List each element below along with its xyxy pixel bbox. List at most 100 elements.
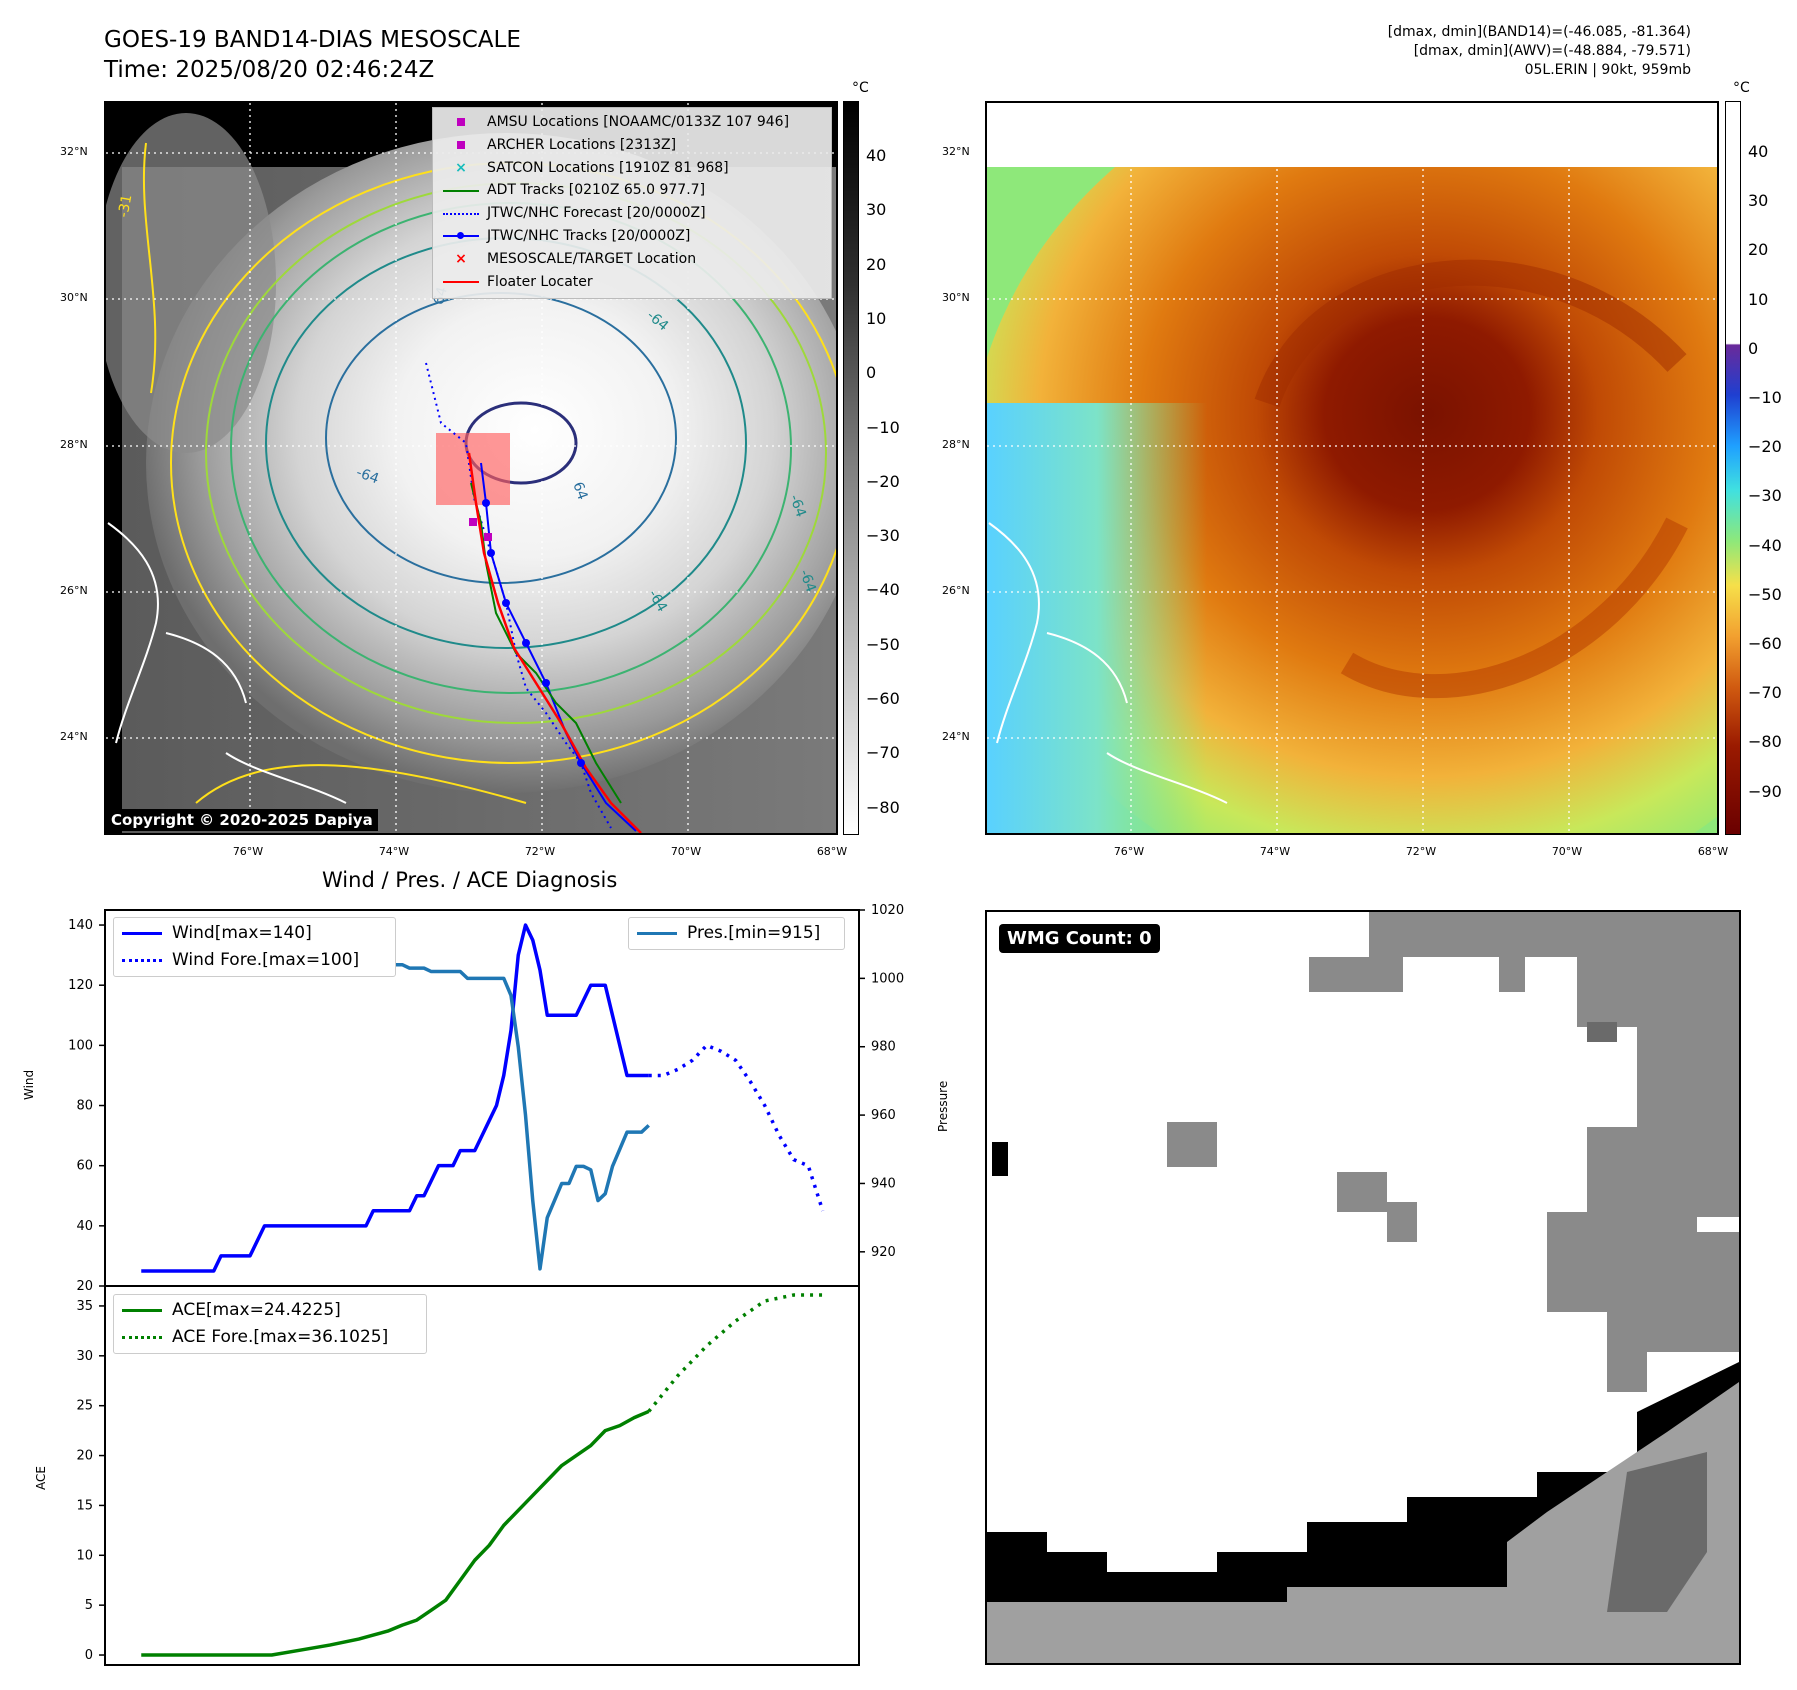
colorbar-tick-label: 0 [1748, 338, 1759, 358]
legend-item-mesoscale: × MESOSCALE/TARGET Location [455, 250, 697, 267]
lon-label: 76°W [232, 845, 264, 858]
legend-item-tracks: JTWC/NHC Tracks [20/0000Z] [441, 225, 823, 248]
info-band14: [dmax, dmin](BAND14)=(-46.085, -81.364) [1387, 24, 1691, 40]
pressure-axis-label: Pressure [936, 1080, 950, 1132]
legend-wind: Wind[max=140] [122, 920, 387, 947]
lon-label: 70°W [670, 845, 702, 858]
colorbar-tick-label: −80 [866, 797, 900, 817]
colorbar-tick-label: −60 [1748, 634, 1782, 653]
legend-item-archer: ARCHER Locations [2313Z] [441, 134, 823, 157]
ace-ytick-label: 25 [76, 1399, 93, 1414]
legend-ace: ACE[max=24.4225] [122, 1297, 418, 1324]
colorbar-tick-label: 20 [866, 254, 887, 274]
wind-axis-label: Wind [22, 1069, 36, 1100]
series-line-1 [648, 1043, 825, 1212]
info-storm: 05L.ERIN | 90kt, 959mb [1524, 62, 1691, 78]
colorbar-tick-label: 40 [1748, 142, 1769, 161]
colorbar-tick-label: −40 [1748, 535, 1782, 555]
colorbar-tick-label: 20 [1748, 240, 1769, 260]
colorbar-tick-label: −70 [866, 743, 900, 763]
awv-colorbar [1725, 101, 1741, 835]
legend-wind-forecast: Wind Fore.[max=100] [122, 947, 387, 974]
colorbar-tick-label: −50 [866, 634, 900, 654]
legend-item-adt: ADT Tracks [0210Z 65.0 977.7] [441, 179, 823, 202]
colorbar-tick-label: −30 [1748, 486, 1782, 506]
colorbar-tick-label: −50 [1748, 584, 1782, 604]
wmg-count-badge: WMG Count: 0 [999, 924, 1160, 953]
ace-legend: ACE[max=24.4225] ACE Fore.[max=36.1025] [113, 1294, 427, 1354]
wind-ytick-label: 120 [68, 978, 93, 993]
ace-series-line-0 [141, 1409, 650, 1657]
colorbar-tick-label: 30 [866, 200, 887, 220]
pressure-ytick-label: 980 [871, 1040, 896, 1055]
pressure-ytick-label: 920 [871, 1245, 896, 1260]
lon-label: 70°W [1551, 845, 1583, 858]
legend-pressure: Pres.[min=915] [637, 920, 836, 947]
map-legend: AMSU Locations [NOAAMC/0133Z 107 946] AR… [432, 107, 832, 299]
legend-item-forecast: JTWC/NHC Forecast [20/0000Z] [441, 202, 823, 225]
colorbar-tick-label: −40 [866, 580, 900, 600]
lat-label: 24°N [942, 730, 970, 743]
colorbar-tick-label: −10 [866, 417, 900, 437]
colorbar-unit: °C [1733, 80, 1750, 96]
wind-legend: Wind[max=140] Wind Fore.[max=100] [113, 917, 396, 977]
colorbar-tick-label: −30 [866, 526, 900, 546]
colorbar-tick-label: −90 [1748, 781, 1782, 801]
ace-axis-label: ACE [34, 1466, 48, 1490]
colorbar-tick-label: −10 [1748, 388, 1782, 407]
lat-label: 30°N [942, 291, 970, 304]
series-line-2 [141, 928, 650, 1271]
ace-ytick-label: 30 [76, 1349, 93, 1364]
legend-item-satcon: × SATCON Locations [1910Z 81 968] [455, 159, 729, 176]
wind-ytick-label: 60 [76, 1159, 93, 1174]
awv-color-map [985, 101, 1719, 835]
lon-label: 68°W [1697, 845, 1729, 858]
colorbar-tick-label: −20 [1748, 437, 1782, 457]
colorbar-tick-label: −60 [866, 689, 900, 708]
colorbar-unit: °C [852, 80, 869, 96]
lon-label: 74°W [378, 845, 410, 858]
lat-label: 26°N [60, 584, 88, 597]
lon-label: 76°W [1113, 845, 1145, 858]
ace-series-line-1 [647, 1293, 823, 1413]
wind-ytick-label: 20 [76, 1279, 93, 1294]
grayscale-colorbar [843, 101, 859, 835]
wind-ytick-label: 80 [76, 1099, 93, 1114]
ace-ytick-label: 5 [85, 1598, 93, 1613]
legend-item-amsu: AMSU Locations [NOAAMC/0133Z 107 946] [441, 111, 823, 134]
lat-label: 26°N [942, 584, 970, 597]
colorbar-tick-label: 10 [1748, 289, 1769, 309]
chart-title: GOES-19 BAND14-DIAS MESOSCALE [104, 27, 521, 53]
lat-label: 28°N [942, 438, 970, 451]
pressure-ytick-label: 1000 [871, 971, 904, 986]
colorbar-tick-label: −20 [866, 471, 900, 491]
colorbar-tick-label: 40 [866, 146, 887, 165]
ace-ytick-label: 15 [76, 1498, 93, 1513]
pressure-ytick-label: 1020 [871, 903, 904, 918]
ace-ytick-label: 35 [76, 1299, 93, 1314]
pressure-ytick-label: 940 [871, 1176, 896, 1191]
colorbar-tick-label: 30 [1748, 191, 1769, 211]
colorbar-tick-label: 10 [866, 308, 887, 328]
chart-time: Time: 2025/08/20 02:46:24Z [104, 57, 435, 83]
colorbar-tick-label: 0 [866, 363, 877, 383]
legend-ace-forecast: ACE Fore.[max=36.1025] [122, 1324, 418, 1351]
colorbar-tick-label: −80 [1748, 732, 1782, 752]
lon-label: 74°W [1259, 845, 1291, 858]
lat-label: 32°N [942, 145, 970, 158]
lat-label: 30°N [60, 291, 88, 304]
lat-label: 28°N [60, 438, 88, 451]
lon-label: 72°W [1405, 845, 1437, 858]
lon-label: 72°W [524, 845, 556, 858]
colorbar-tick-label: −70 [1748, 683, 1782, 703]
legend-item-floater: Floater Locater [441, 271, 823, 294]
ir-grayscale-map: -31 64 -64 -64 64 -64 -64 -64 AMSU Locat… [104, 101, 838, 835]
lat-label: 32°N [60, 145, 88, 158]
wind-ytick-label: 140 [68, 918, 93, 933]
wmg-panel: WMG Count: 0 [985, 910, 1741, 1665]
info-awv: [dmax, dmin](AWV)=(-48.884, -79.571) [1413, 43, 1691, 59]
copyright-label: Copyright © 2020-2025 Dapiya [106, 809, 378, 831]
wind-ytick-label: 100 [68, 1038, 93, 1053]
ace-ytick-label: 20 [76, 1449, 93, 1464]
ace-ytick-label: 10 [76, 1548, 93, 1563]
